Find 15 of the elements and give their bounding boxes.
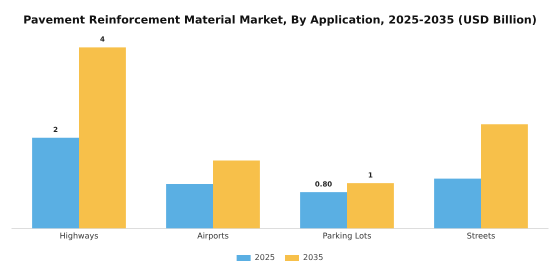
legend-label: 2035 [303,253,324,262]
x-tick-label: Airports [197,231,229,240]
bar [300,192,347,228]
bar [213,160,260,228]
bar [434,178,481,228]
bar [481,124,528,228]
x-tick-label: Parking Lots [322,231,372,240]
chart-title: Pavement Reinforcement Material Market, By Application, 2025-2035 (USD Billion) [23,13,537,26]
bar [166,184,213,228]
bar [347,183,394,228]
x-tick-label: Streets [466,231,496,240]
bar [79,47,126,228]
x-tick-label: Highways [60,231,98,240]
bar [32,138,79,228]
legend-label: 2025 [254,253,275,262]
